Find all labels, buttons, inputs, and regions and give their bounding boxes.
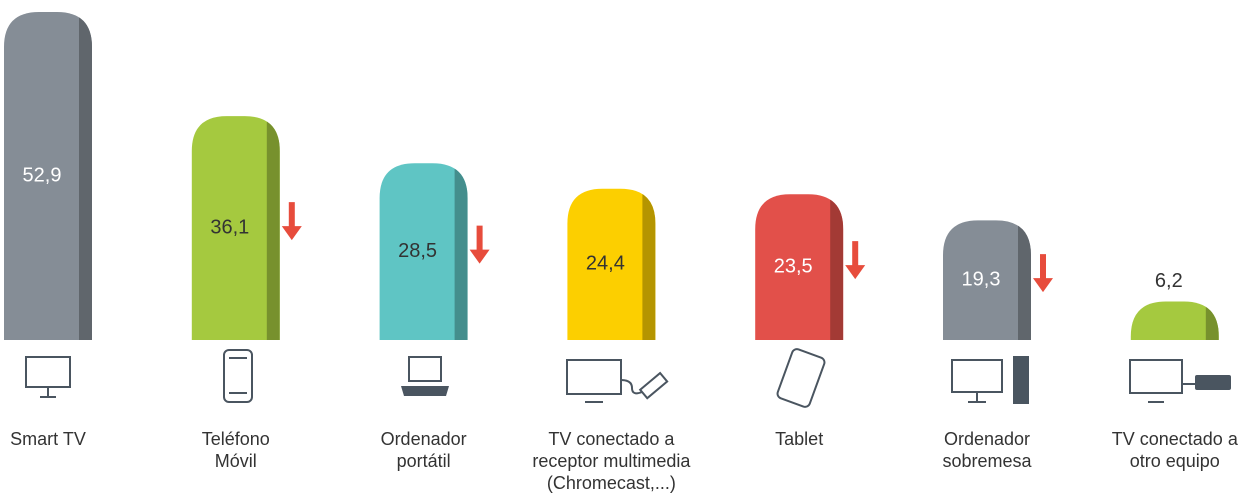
- value-label: 36,1: [210, 216, 249, 238]
- value-label: 6,2: [1155, 270, 1183, 292]
- value-label: 52,9: [23, 164, 62, 186]
- icon-desktop: [951, 356, 1029, 404]
- icon-phone: [223, 349, 253, 403]
- value-label: 24,4: [586, 253, 625, 275]
- category-label: Ordenador sobremesa: [942, 429, 1032, 471]
- category-label: Tablet: [775, 429, 824, 449]
- bar-side: [830, 194, 844, 340]
- bar: [567, 188, 656, 340]
- decrease-arrow: [281, 202, 302, 241]
- icon-laptop: [401, 356, 449, 396]
- bar: [4, 12, 92, 341]
- decrease-arrow: [845, 241, 866, 280]
- icon-smart-tv: [25, 356, 71, 398]
- decrease-arrow: [1033, 254, 1053, 293]
- value-label: 23,5: [774, 255, 813, 277]
- bar: [191, 116, 280, 341]
- value-label: 28,5: [398, 240, 437, 262]
- icon-tablet: [776, 348, 826, 408]
- category-label: Smart TV: [10, 429, 86, 449]
- bar: [379, 163, 468, 340]
- category-label: TV conectado a otro equipo: [1111, 429, 1238, 471]
- bar-side: [79, 12, 92, 341]
- category-label: Ordenador portátil: [380, 429, 467, 471]
- icon-tv-dongle: [566, 359, 669, 403]
- bar: [1130, 301, 1219, 340]
- icons: [25, 348, 1231, 408]
- icon-tv-box: [1129, 359, 1231, 403]
- category-label: TV conectado a receptor multimedia (Chro…: [532, 429, 691, 493]
- bar-side: [266, 116, 280, 341]
- bar: [755, 194, 844, 340]
- bar-side: [1205, 301, 1219, 340]
- bar-side: [1018, 220, 1031, 340]
- bar-side: [454, 163, 468, 340]
- bar-side: [642, 188, 656, 340]
- bar: [943, 220, 1031, 340]
- decrease-arrow: [469, 225, 490, 264]
- value-label: 19,3: [962, 268, 1001, 290]
- category-label: Teléfono Móvil: [201, 429, 270, 471]
